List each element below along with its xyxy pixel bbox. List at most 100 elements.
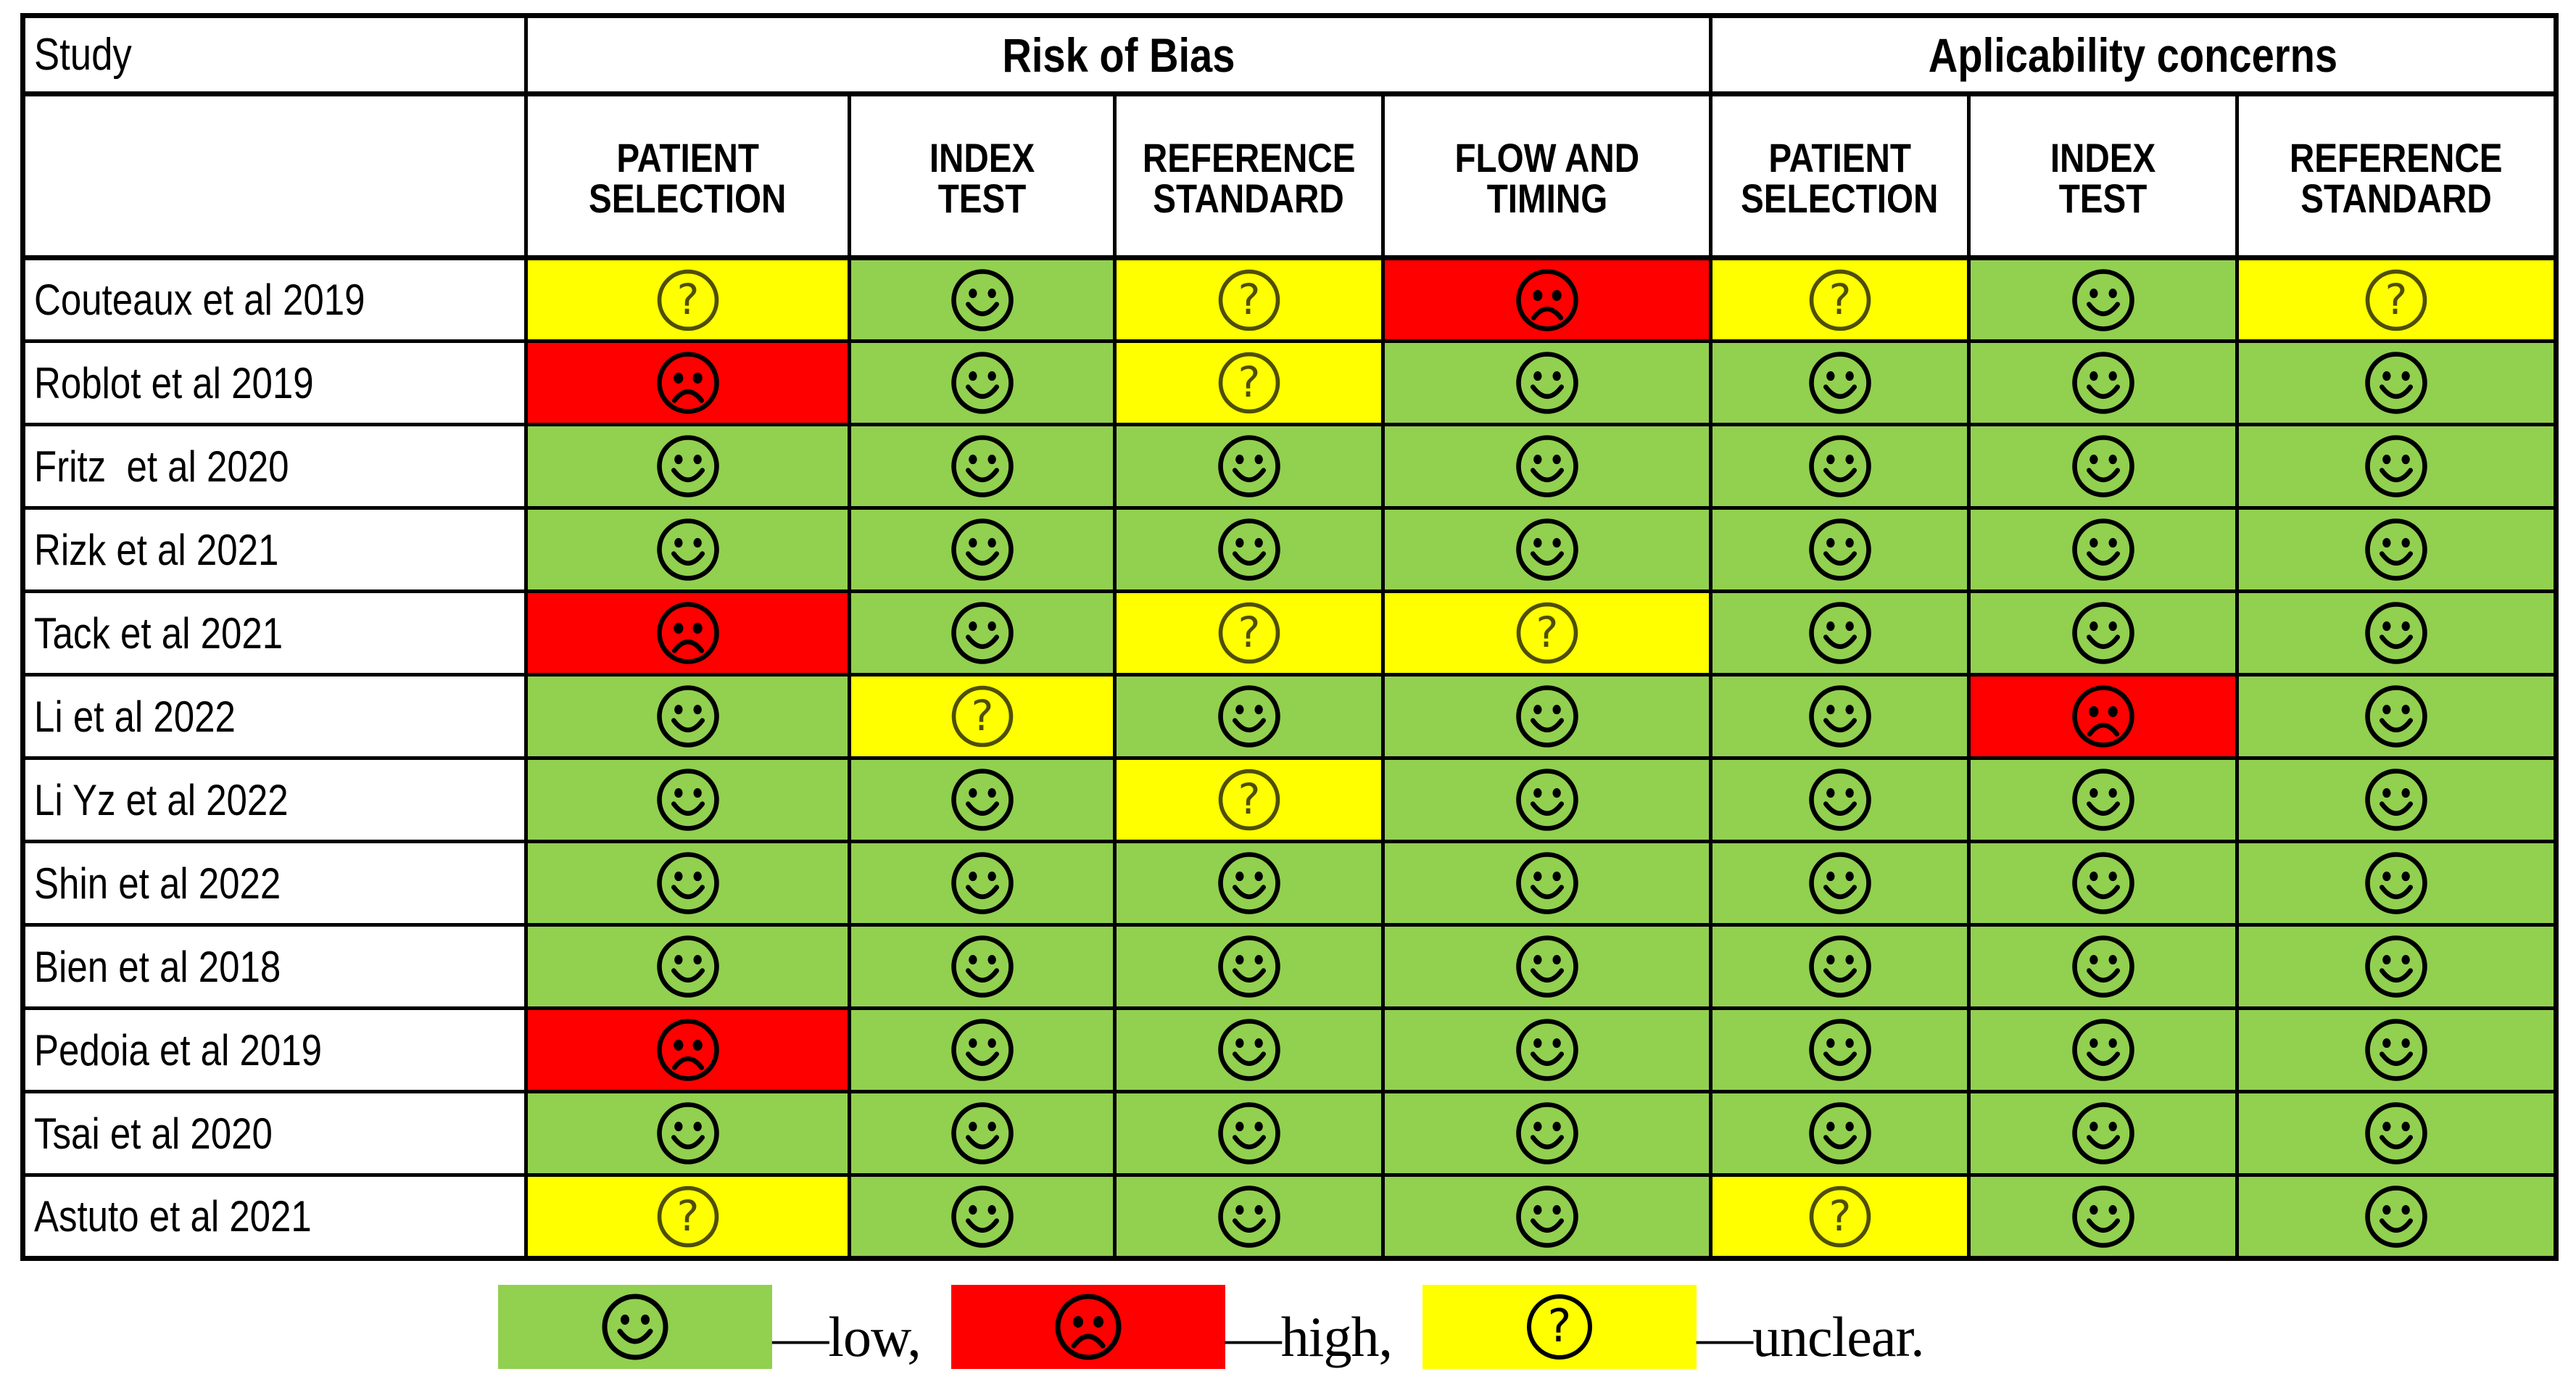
smiley-low-icon: [2071, 435, 2134, 497]
rating-cell-high: [1380, 256, 1713, 343]
smiley-low-icon: [1515, 435, 1578, 497]
rating-cell-unclear: ?: [1113, 756, 1385, 843]
smiley-low-icon: [2071, 1102, 2134, 1164]
smiley-low-icon: [2071, 602, 2134, 664]
svg-text:?: ?: [1547, 1299, 1571, 1352]
svg-text:?: ?: [1829, 1191, 1851, 1240]
column-header-index-test: INDEX TEST: [848, 92, 1117, 260]
sub-header-row: PATIENT SELECTION INDEX TEST REFERENCE STAN…: [21, 92, 2559, 260]
smiley-low-icon: [1808, 435, 1871, 497]
smiley-low-icon: [1515, 852, 1578, 914]
rating-cell-low: [848, 506, 1117, 593]
rating-cell-high: [524, 339, 851, 426]
question-unclear-icon: ?: [1809, 1186, 1871, 1247]
study-name: Tack et al 2021: [34, 608, 283, 658]
rating-cell-low: [1113, 1006, 1385, 1093]
question-unclear-icon: ?: [1809, 269, 1871, 331]
question-unclear-icon: ?: [1526, 1294, 1592, 1360]
legend-item-high: —high,: [951, 1285, 1422, 1369]
rating-cell-low: [1967, 756, 2240, 843]
question-unclear-icon: ?: [1516, 602, 1578, 664]
rating-cell-low: [1709, 1006, 1971, 1093]
smiley-low-icon: [1808, 685, 1871, 748]
rating-cell-low: [848, 1090, 1117, 1177]
smiley-low-icon: [951, 268, 1014, 331]
rating-cell-low: [2235, 423, 2559, 510]
rating-cell-unclear: ?: [2235, 256, 2559, 343]
smiley-low-icon: [951, 769, 1014, 831]
rating-cell-high: [524, 589, 851, 677]
frowny-high-icon: [1055, 1294, 1122, 1360]
smiley-low-icon: [951, 352, 1014, 414]
smiley-low-icon: [1808, 852, 1871, 914]
smiley-low-icon: [1515, 1185, 1578, 1248]
legend-item-low: —low,: [498, 1285, 951, 1369]
svg-text:?: ?: [1238, 274, 1260, 323]
smiley-low-icon: [2365, 852, 2427, 914]
smiley-low-icon: [2071, 1185, 2134, 1248]
group-header-applicability-concerns: Aplicability concerns: [1709, 14, 2559, 96]
smiley-low-icon: [2365, 435, 2427, 497]
smiley-low-icon: [1808, 518, 1871, 581]
study-name-cell: Tsai et al 2020: [21, 1090, 528, 1177]
rating-cell-low: [2235, 506, 2559, 593]
rating-cell-unclear: ?: [1709, 1173, 1971, 1260]
smiley-low-icon: [1217, 852, 1280, 914]
rating-cell-low: [848, 339, 1117, 426]
rating-cell-low: [1113, 423, 1385, 510]
smiley-low-icon: [2365, 935, 2427, 998]
rating-cell-high: [1967, 673, 2240, 760]
rating-cell-low: [524, 1090, 851, 1177]
rating-cell-low: [524, 423, 851, 510]
rating-cell-low: [1380, 923, 1713, 1010]
svg-text:?: ?: [971, 691, 993, 740]
study-name-cell: Li Yz et al 2022: [21, 756, 528, 843]
study-name: Bien et al 2018: [34, 942, 281, 991]
rating-cell-low: [1113, 923, 1385, 1010]
table-row: Li et al 2022 ?: [21, 673, 2559, 760]
smiley-low-icon: [2365, 518, 2427, 581]
study-name-cell: Bien et al 2018: [21, 923, 528, 1010]
rating-cell-low: [1709, 840, 1971, 927]
rating-cell-unclear: ?: [524, 1173, 851, 1260]
smiley-low-icon: [1515, 1102, 1578, 1164]
svg-text:?: ?: [1238, 608, 1260, 657]
rating-cell-unclear: ?: [524, 256, 851, 343]
smiley-low-icon: [1515, 1019, 1578, 1081]
rating-cell-low: [1967, 1090, 2240, 1177]
study-name: Pedoia et al 2019: [34, 1025, 323, 1075]
column-header-index-test-2: INDEX TEST: [1967, 92, 2240, 260]
study-name: Li Yz et al 2022: [34, 775, 289, 824]
smiley-low-icon: [602, 1294, 668, 1360]
smiley-low-icon: [1515, 518, 1578, 581]
legend-box-low: [498, 1285, 773, 1369]
smiley-low-icon: [2071, 352, 2134, 414]
table-row: Tsai et al 2020: [21, 1090, 2559, 1177]
smiley-low-icon: [656, 435, 719, 497]
rating-cell-low: [1967, 256, 2240, 343]
rating-cell-unclear: ?: [1113, 339, 1385, 426]
smiley-low-icon: [1808, 1102, 1871, 1164]
rating-cell-low: [1709, 756, 1971, 843]
legend-label-low: —low,: [772, 1305, 921, 1368]
smiley-low-icon: [656, 769, 719, 831]
rating-cell-unclear: ?: [1113, 589, 1385, 677]
smiley-low-icon: [1217, 1185, 1280, 1248]
rating-cell-low: [1967, 1006, 2240, 1093]
legend-box-unclear: ?: [1422, 1285, 1697, 1369]
legend-item-unclear: ? —unclear.: [1422, 1285, 1955, 1369]
question-unclear-icon: ?: [1218, 769, 1280, 831]
rating-cell-low: [2235, 1173, 2559, 1260]
smiley-low-icon: [2071, 268, 2134, 331]
smiley-low-icon: [1217, 1019, 1280, 1081]
rating-cell-low: [1967, 1173, 2240, 1260]
rating-cell-low: [1380, 423, 1713, 510]
rating-cell-low: [1380, 339, 1713, 426]
svg-text:?: ?: [2385, 274, 2408, 323]
smiley-low-icon: [1217, 435, 1280, 497]
rating-cell-low: [1709, 923, 1971, 1010]
frowny-high-icon: [1515, 268, 1578, 331]
smiley-low-icon: [1515, 352, 1578, 414]
rating-cell-unclear: ?: [1709, 256, 1971, 343]
column-header-reference-standard-2: REFERENCE STANDARD: [2235, 92, 2559, 260]
